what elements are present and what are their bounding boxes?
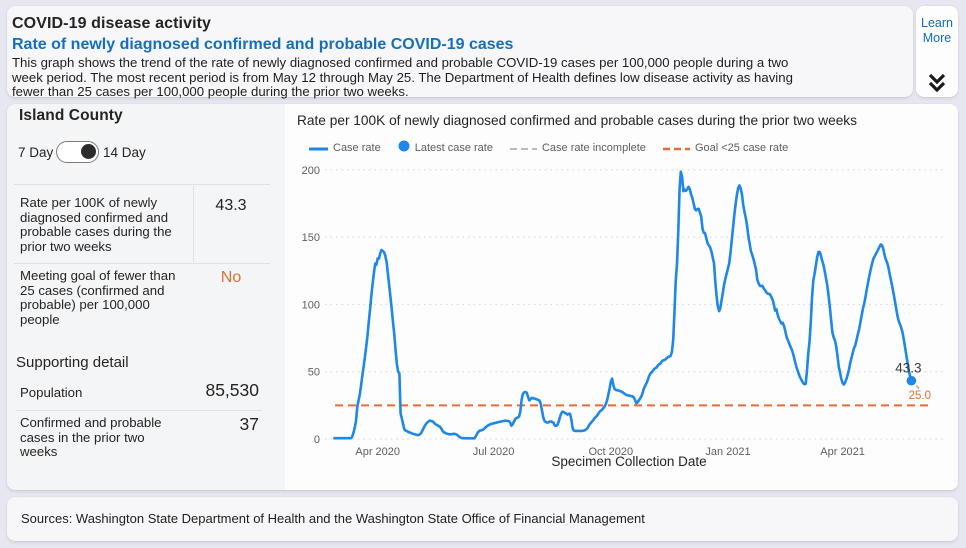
x-tick-label: Jan 2021 [705,446,750,458]
collapse-button[interactable] [927,72,947,94]
stat-goal-value: No [220,269,242,286]
day-range-toggle[interactable] [56,141,99,163]
population-label: Population [20,385,83,400]
divider [16,410,262,411]
y-tick-label: 50 [308,367,320,379]
chevron-stroke [928,81,946,93]
x-tick-label: Apr 2020 [355,446,400,458]
header-card: COVID-19 disease activity Rate of newly … [7,6,913,100]
toggle-label-7day[interactable]: 7 Day [18,145,54,160]
x-tick-label: Jul 2020 [473,446,515,458]
divider [14,184,270,185]
swatch-graphic [662,147,690,151]
chart-legend: Case rate Latest case rate Case rate incom… [309,139,805,157]
page-title: COVID-19 disease activity [12,15,212,32]
chart-description: This graph shows the trend of the rate o… [12,55,793,100]
latest-value-label: 43.3 [895,361,921,376]
cases-label: Confirmed and probable cases in the prio… [20,415,162,460]
legend-swatch-dot-icon [398,139,410,157]
main-card [7,104,958,490]
stat-rate-label: Rate per 100K of newly diagnosed confirm… [20,195,172,255]
toggle-label-14day[interactable]: 14 Day [103,145,146,160]
legend-label: Case rate incomplete [541,142,646,154]
stat-rate-value: 43.3 [215,197,247,214]
double-chevron-down-icon [928,73,946,93]
goal-value-label: 25.0 [909,390,931,402]
latest-point-dot[interactable] [906,375,917,386]
y-tick-label: 150 [302,232,320,244]
case-rate-line[interactable] [333,170,913,440]
divider [193,186,194,262]
chart-heading: Rate of newly diagnosed confirmed and pr… [12,36,514,53]
swatch-shape [398,140,410,152]
legend-swatch-dash-icon [662,139,690,157]
divider [14,263,270,264]
y-tick-label: 0 [314,434,320,446]
swatch-graphic [509,148,537,150]
legend-swatch-line-icon [309,139,328,157]
legend-item-goal-25-case-rate[interactable]: Goal <25 case rate [662,139,789,157]
x-tick-label: Apr 2021 [820,446,865,458]
x-axis-title: Specimen Collection Date [551,454,706,469]
legend-label: Latest case rate [414,142,493,154]
sources-text: Sources: Washington State Department of … [21,511,645,526]
supporting-detail-title: Supporting detail [16,354,129,371]
swatch-graphic [309,147,328,151]
chart-pane [285,104,958,490]
chevron-stroke [928,73,946,85]
legend-item-case-rate-incomplete[interactable]: Case rate incomplete [509,139,646,157]
legend-label: Case rate [333,142,381,154]
sources-card: Sources: Washington State Department of … [7,497,958,541]
learn-more-card: Learn More [916,6,958,97]
plot-title: Rate per 100K of newly diagnosed confirm… [297,113,857,128]
population-value: 85,530 [205,380,259,400]
county-title: Island County [19,107,123,124]
y-tick-label: 200 [302,165,320,177]
swatch-graphic [398,140,410,152]
legend-swatch-dash-icon [509,139,537,157]
legend-item-latest-case-rate[interactable]: Latest case rate [398,139,493,157]
cases-value: 37 [239,414,259,434]
stat-goal-label: Meeting goal of fewer than 25 cases (con… [20,268,176,328]
y-tick-label: 100 [302,299,320,311]
toggle-knob [80,144,96,159]
legend-item-case-rate[interactable]: Case rate [309,139,381,157]
x-tick-label: Oct 2020 [588,446,633,458]
learn-more-link[interactable]: Learn More [921,16,953,45]
legend-label: Goal <25 case rate [694,142,789,154]
